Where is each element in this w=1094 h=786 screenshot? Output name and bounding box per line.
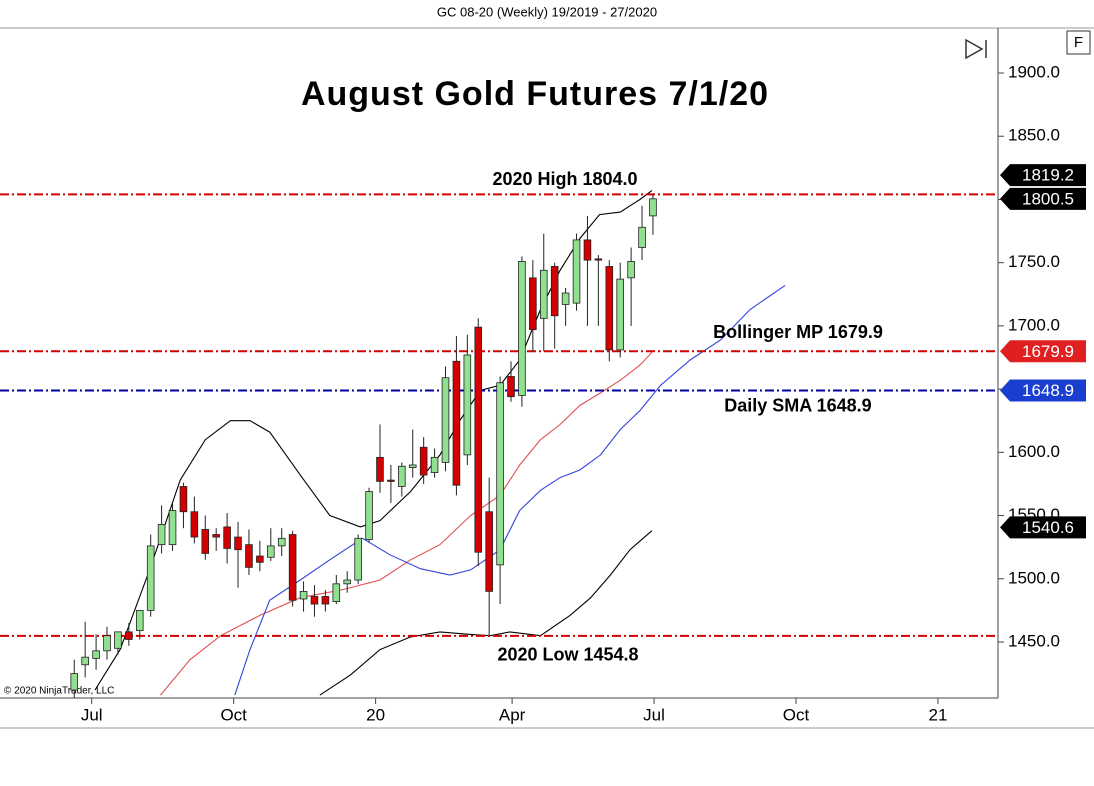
x-tick-label: Apr (499, 705, 526, 724)
candle-body (572, 239, 581, 304)
candle-body (299, 591, 308, 600)
candle-body (605, 266, 614, 351)
candle-body (627, 261, 635, 279)
indicator-line (160, 352, 653, 696)
y-tick-label: 1450.0 (1008, 631, 1060, 650)
candle-body (125, 631, 133, 640)
candle-body (496, 382, 504, 566)
price-marker-label: 1648.9 (1022, 381, 1074, 400)
candle-body (376, 456, 384, 482)
y-tick-label: 1750.0 (1008, 252, 1060, 271)
candle-body (594, 258, 603, 261)
price-marker (1000, 340, 1086, 363)
candle-body (190, 511, 199, 538)
candle-body (332, 583, 341, 602)
copyright: © 2020 NinjaTrader, LLC (4, 686, 114, 697)
candle-body (474, 326, 483, 553)
candle-body (638, 226, 646, 248)
chart-title: August Gold Futures 7/1/20 (301, 75, 769, 113)
candle-body (201, 529, 210, 554)
candle-body (321, 596, 330, 605)
candle-body (310, 596, 319, 605)
candle-body (430, 456, 439, 473)
x-tick-label: Oct (783, 705, 810, 724)
candle-body (539, 269, 548, 319)
candle-body (114, 631, 122, 649)
candle-body (529, 277, 537, 331)
candle-body (81, 656, 89, 666)
x-tick-label: Jul (81, 705, 103, 724)
y-tick-label: 1900.0 (1008, 62, 1060, 81)
candle-body (398, 465, 406, 487)
x-tick-label: 21 (928, 705, 947, 724)
candle-body (234, 536, 242, 551)
x-tick-label: Jul (643, 705, 665, 724)
candle-body (419, 446, 428, 476)
skip-icon[interactable] (965, 38, 987, 60)
candle-body (135, 609, 144, 632)
window-header: GC 08-20 (Weekly) 19/2019 - 27/2020 (437, 4, 657, 19)
y-tick-label: 1500.0 (1008, 568, 1060, 587)
candle-body (441, 377, 450, 463)
level-label: Daily SMA 1648.9 (724, 395, 871, 415)
candle-body (452, 360, 461, 486)
x-tick-label: Oct (220, 705, 247, 724)
candle-body (146, 545, 155, 611)
candle-body (343, 579, 352, 585)
candle-body (387, 479, 395, 482)
y-tick-label: 1700.0 (1008, 315, 1060, 334)
candle-body (550, 266, 559, 317)
candle-body (408, 464, 417, 468)
candle-body (583, 239, 592, 261)
candle-body (561, 292, 570, 305)
candle-body (212, 534, 220, 538)
candle-body (223, 526, 231, 549)
y-tick-label: 1850.0 (1008, 126, 1060, 145)
level-label: Bollinger MP 1679.9 (713, 322, 883, 342)
candle-body (288, 534, 297, 601)
price-marker-label: 1679.9 (1022, 342, 1074, 361)
candle-body (649, 198, 657, 217)
price-marker (1000, 516, 1086, 539)
indicator-line (94, 190, 653, 691)
candle-body (354, 537, 362, 581)
f-button-label[interactable]: F (1074, 34, 1083, 51)
candle-body (70, 673, 79, 691)
candle-body (277, 537, 286, 547)
candle-body (485, 511, 493, 592)
price-marker-label: 1540.6 (1022, 518, 1074, 537)
candle-body (179, 486, 188, 513)
price-marker-label: 1819.2 (1022, 166, 1074, 185)
price-marker (1000, 164, 1086, 187)
candle-body (103, 635, 111, 652)
level-label: 2020 Low 1454.8 (497, 645, 638, 665)
candle-body (463, 354, 472, 456)
price-marker-label: 1800.5 (1022, 189, 1074, 208)
candle-body (365, 491, 373, 540)
candle-body (92, 650, 100, 659)
level-label: 2020 High 1804.0 (492, 169, 637, 189)
x-tick-label: 20 (366, 705, 385, 724)
candle-body (507, 376, 515, 398)
candle-body (518, 261, 526, 396)
plot-area (0, 190, 998, 698)
candle-body (616, 278, 624, 351)
candle-body (245, 544, 253, 568)
price-marker (1000, 379, 1086, 402)
candle-body (168, 510, 177, 546)
indicator-line (319, 530, 653, 696)
indicator-line (234, 284, 786, 696)
candle-body (267, 545, 275, 558)
candle-body (157, 523, 166, 546)
price-marker (1000, 187, 1086, 210)
f-button[interactable] (1066, 30, 1091, 55)
candle-body (256, 555, 264, 563)
y-tick-label: 1600.0 (1008, 442, 1060, 461)
